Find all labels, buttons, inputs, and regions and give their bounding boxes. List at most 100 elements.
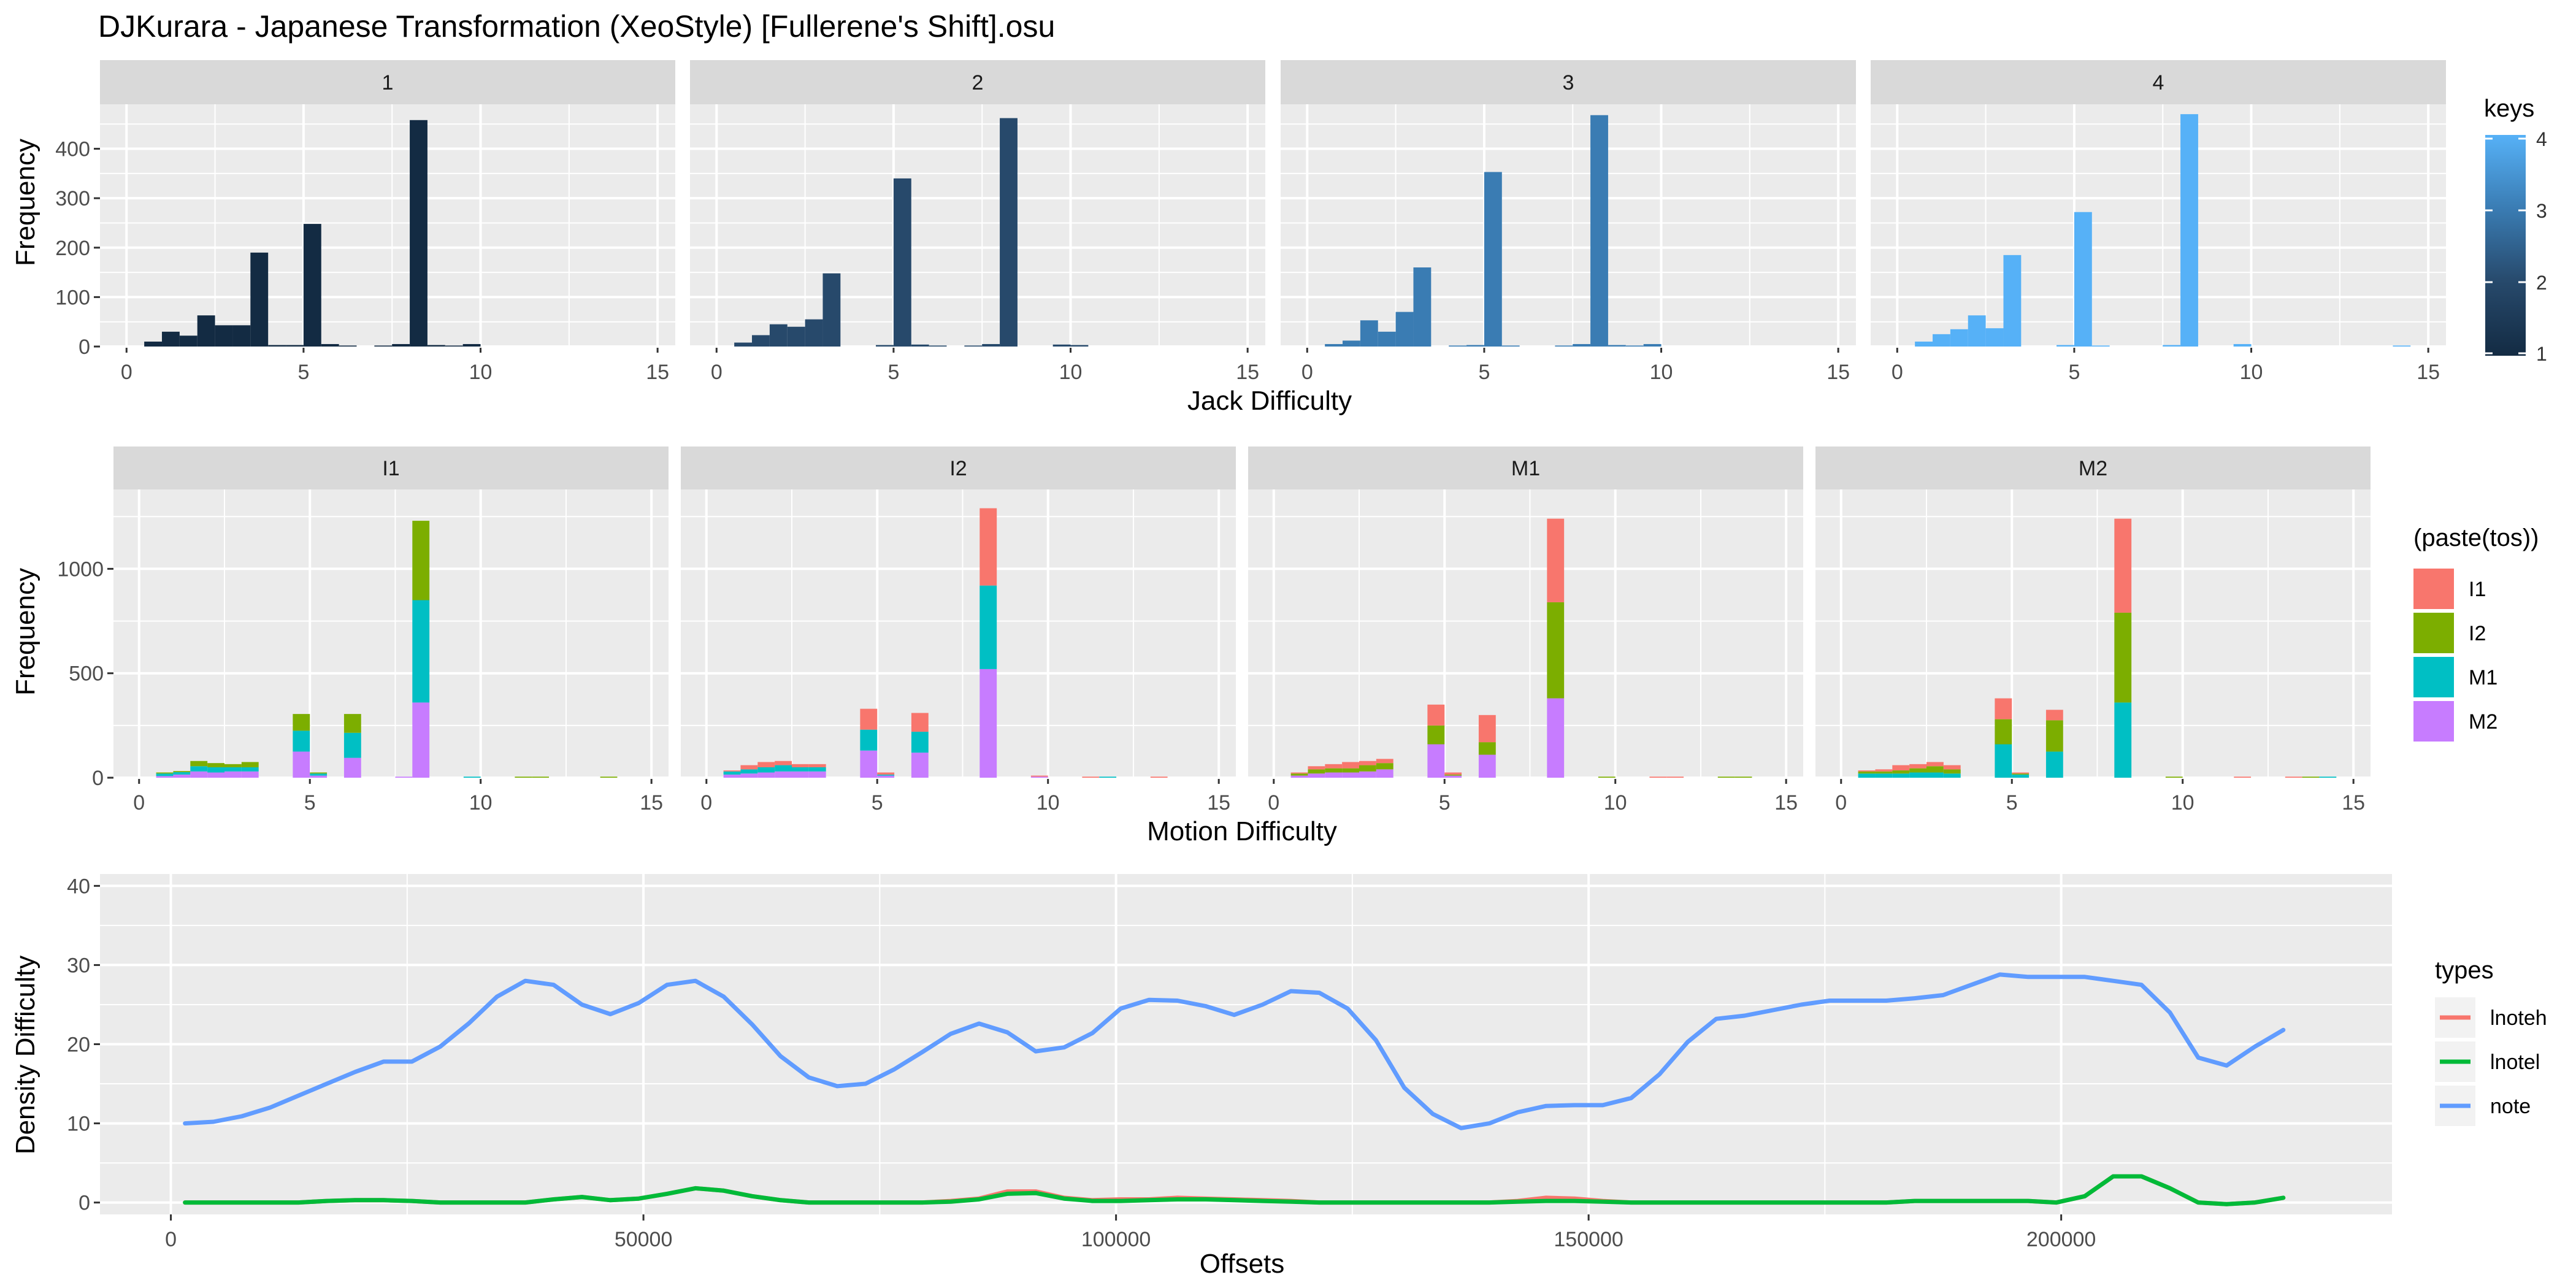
bar-keys-2-bin-10	[911, 344, 929, 347]
bar-I1-M2-bin-2	[190, 771, 208, 778]
bar-I1-I2-bin-11	[343, 714, 361, 733]
bar-I2-M2-bin-5	[808, 771, 826, 778]
bar-keys-1-bin-5	[232, 325, 251, 347]
bar-I2-M2-bin-15	[979, 669, 997, 778]
bar-keys-4-bin-4	[1985, 328, 2004, 347]
facet-strip-label-tos-I1: I1	[382, 457, 399, 480]
x-tick-label: 15	[2417, 361, 2440, 384]
bar-keys-1-bin-18	[462, 343, 481, 347]
types-legend-label-lnoteh: lnoteh	[2490, 1006, 2547, 1030]
bar-keys-1-bin-17	[445, 345, 463, 347]
tos-legend-title: (paste(tos))	[2413, 524, 2539, 551]
bar-I2-I1-bin-2	[757, 762, 775, 767]
bar-keys-1-bin-6	[250, 252, 269, 347]
bar-I2-I1-bin-0	[723, 770, 741, 772]
bar-M1-I1-bin-21	[1649, 776, 1667, 778]
facet-strip-tos-I1	[113, 447, 669, 489]
bar-M1-I1-bin-11	[1478, 715, 1496, 743]
x-tick-label: 5	[2068, 361, 2080, 384]
bar-I2-I1-bin-18	[1030, 775, 1048, 777]
bar-M2-I1-bin-8	[1995, 698, 2012, 719]
bar-keys-1-bin-15	[410, 120, 427, 347]
bar-M2-I2-bin-1	[1875, 771, 1893, 774]
facet-panel-bg-keys-4	[1871, 104, 2446, 347]
bar-keys-3-bin-16	[1608, 345, 1626, 347]
facet-panel-bg-keys-2	[690, 104, 1265, 347]
bar-keys-2-bin-19	[1070, 345, 1089, 347]
bar-keys-4-bin-9	[2074, 212, 2092, 347]
bar-M2-M1-bin-3	[1909, 772, 1926, 778]
bar-M1-I2-bin-0	[1290, 773, 1308, 776]
bar-I1-I2-bin-15	[412, 521, 430, 600]
density-difficulty-panel: 0 50000 100000 150000 200000 0 10 20 30 40	[67, 874, 2392, 1251]
bar-keys-3-bin-4	[1395, 312, 1414, 347]
x-tick-label: 5	[1478, 361, 1490, 384]
y-tick-label: 300	[55, 187, 90, 210]
bar-I1-M2-bin-9	[310, 775, 328, 778]
bar-I2-I1-bin-9	[877, 772, 895, 775]
bar-I1-M1-bin-0	[156, 773, 174, 776]
motion-x-axis-title: Motion Difficulty	[1147, 816, 1337, 846]
bar-M1-I2-bin-26	[1735, 776, 1752, 778]
bar-keys-2-bin-5	[822, 273, 841, 347]
bar-I1-I2-bin-4	[224, 764, 242, 767]
bar-keys-2-bin-3	[787, 326, 805, 347]
bar-keys-3-bin-13	[1555, 345, 1573, 347]
tos-legend-label-i1: I1	[2469, 578, 2486, 601]
bar-keys-2-bin-4	[805, 319, 823, 347]
y-tick-label: 500	[69, 662, 104, 686]
bar-I2-I1-bin-21	[1082, 776, 1100, 778]
bar-I2-M1-bin-8	[860, 729, 878, 751]
facet-strip-keys-2	[690, 60, 1265, 104]
bar-I1-M2-bin-5	[241, 771, 259, 778]
x-tick-label: 10	[1604, 791, 1627, 815]
bar-keys-3-bin-0	[1325, 343, 1343, 347]
x-tick-label: 10	[469, 361, 493, 384]
x-tick-label: 0	[133, 791, 145, 815]
bar-M2-I1-bin-25	[2285, 776, 2302, 778]
x-tick-label: 5	[1439, 791, 1451, 815]
bar-M1-I2-bin-25	[1717, 776, 1735, 778]
x-tick-label: 0	[700, 791, 712, 815]
bar-I2-I1-bin-15	[979, 508, 997, 586]
bar-I2-M2-bin-9	[877, 775, 895, 778]
bar-keys-1-bin-14	[392, 343, 410, 347]
bar-keys-2-bin-11	[929, 345, 947, 347]
bar-I1-M1-bin-15	[412, 600, 430, 703]
bar-M2-M1-bin-11	[2045, 751, 2063, 778]
bar-keys-3-bin-3	[1378, 331, 1396, 347]
bar-I1-M2-bin-3	[207, 772, 224, 778]
bar-keys-3-bin-10	[1501, 345, 1520, 347]
bar-M2-I2-bin-15	[2114, 612, 2132, 703]
keys-legend: keys 1 2 3 4	[2484, 95, 2547, 365]
bar-I2-M1-bin-11	[911, 732, 929, 753]
bar-I1-I2-bin-8	[293, 714, 310, 731]
bar-keys-1-bin-4	[215, 325, 233, 347]
bar-M1-M2-bin-3	[1342, 772, 1359, 778]
bar-M2-I2-bin-11	[2045, 720, 2063, 752]
jack-x-axis-title: Jack Difficulty	[1187, 386, 1352, 416]
bar-keys-4-bin-2	[1950, 329, 1968, 347]
bar-M2-I1-bin-4	[1926, 762, 1944, 767]
bar-I1-M2-bin-8	[293, 751, 310, 778]
bar-I1-I2-bin-0	[156, 772, 174, 774]
bar-I2-I1-bin-8	[860, 708, 878, 730]
density-y-axis-title: Density Difficulty	[10, 956, 40, 1154]
bar-I2-M2-bin-0	[723, 774, 741, 778]
x-tick-label: 0	[711, 361, 723, 384]
bar-M2-I2-bin-0	[1858, 771, 1876, 774]
bar-M2-I1-bin-15	[2114, 518, 2132, 613]
bar-I2-M2-bin-2	[757, 772, 775, 778]
bar-I2-M1-bin-2	[757, 767, 775, 773]
bar-keys-4-bin-1	[1933, 334, 1950, 347]
bar-I1-I2-bin-9	[310, 772, 328, 774]
bar-keys-4-bin-8	[2057, 345, 2074, 347]
keys-legend-title: keys	[2484, 95, 2534, 122]
bar-I1-M2-bin-14	[395, 776, 413, 778]
bar-keys-1-bin-10	[321, 343, 339, 347]
y-tick-label: 100	[55, 286, 90, 309]
x-tick-label: 5	[872, 791, 883, 815]
bar-I1-M2-bin-1	[173, 774, 191, 778]
bar-M2-I2-bin-8	[1995, 719, 2012, 745]
bar-M1-I2-bin-18	[1598, 776, 1616, 778]
